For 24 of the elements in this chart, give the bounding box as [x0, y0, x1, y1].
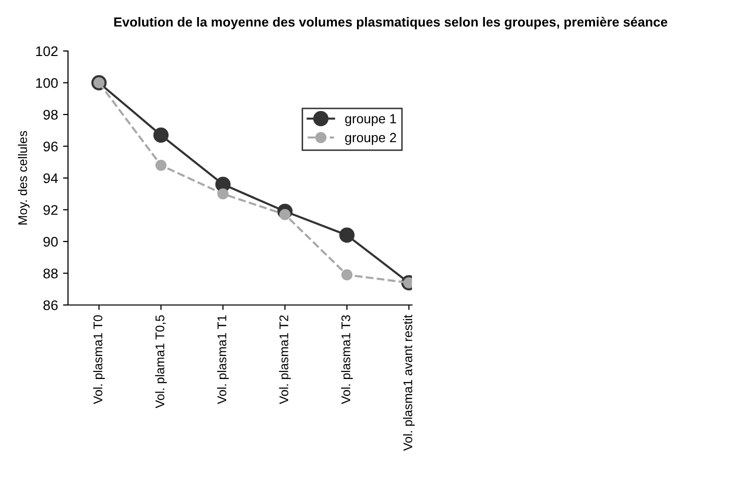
point — [153, 128, 169, 143]
x-tick-label: Vol. plasma1 avant restit — [403, 314, 415, 451]
y-tick-label: 88 — [43, 268, 58, 278]
x-tick-label: Vol. plasma1 T3 — [341, 315, 353, 404]
y-axis-title: Moy. des cellules — [18, 130, 30, 224]
y-tick-label: 92 — [43, 205, 58, 215]
x-tick-label: Vol. plasma1 T0 — [93, 315, 105, 404]
x-tick-label: Vol. plasma1 T2 — [279, 315, 291, 404]
point — [341, 269, 352, 280]
point — [217, 188, 229, 200]
point — [155, 160, 167, 171]
y-tick-label: 94 — [43, 173, 58, 184]
y-tick-label: 98 — [43, 110, 58, 120]
y-tick-label: 90 — [43, 236, 58, 247]
y-tick-label: 102 — [36, 46, 58, 56]
y-tick-label: 100 — [36, 78, 58, 88]
legend-label: groupe 1 — [345, 114, 396, 126]
y-tick-label: 86 — [43, 300, 58, 310]
y-tick-label: 96 — [43, 142, 58, 152]
x-tick-label: Vol. plasma1 T1 — [217, 315, 229, 404]
point — [339, 228, 355, 243]
chart-title: Evolution de la moyenne des volumes plasmatiques selon les groupes, première séance — [114, 16, 668, 30]
x-tick-label: Vol. plama1 T0,5 — [155, 315, 167, 408]
legend-label: groupe 2 — [345, 132, 396, 145]
